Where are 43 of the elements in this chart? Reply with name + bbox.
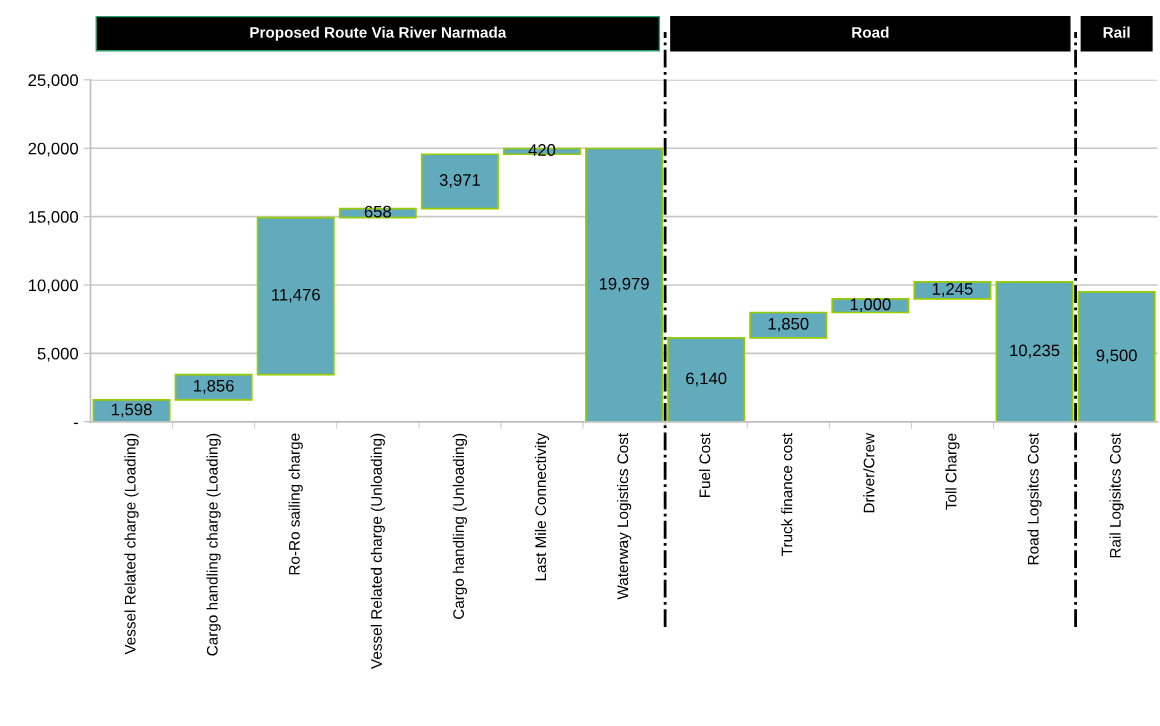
x-tick-label: Toll Charge (945, 433, 960, 510)
data-label: 1,850 (768, 317, 809, 332)
bar (256, 216, 335, 376)
x-tick-label: Cargo handling (Unloading) (452, 433, 468, 619)
data-label: 19,979 (599, 277, 649, 292)
text: Road (852, 26, 889, 38)
bar (913, 280, 992, 300)
bar (749, 311, 828, 339)
data-label: 9,500 (1096, 349, 1137, 364)
x-tick-label: Vessel Related charge (Unloading) (370, 433, 385, 669)
text: Rail (1103, 26, 1130, 38)
data-label: 11,476 (272, 288, 320, 303)
bar (1077, 291, 1156, 422)
y-tick-label: 10,000 (28, 279, 79, 294)
data-label: 1,245 (932, 283, 973, 297)
x-tick-label: Fuel Cost (699, 433, 711, 498)
data-label: 3,971 (439, 174, 480, 188)
x-tick-label: Last Mile Connectivity (534, 432, 550, 581)
x-tick-label: Cargo handling charge (Loading) (206, 433, 221, 656)
data-label: 658 (364, 205, 391, 218)
text: Proposed Route Via River Narmada (250, 26, 507, 41)
y-tick-label: - (73, 422, 78, 425)
data-label: 1,000 (850, 298, 891, 313)
bar (174, 373, 253, 401)
y-tick-label: 15,000 (28, 211, 79, 225)
bar (585, 147, 664, 422)
bar (420, 153, 499, 210)
x-tick-label: Waterway Logistics Cost (616, 433, 632, 600)
y-tick-label: 20,000 (28, 142, 79, 157)
x-tick-label: Vessel Related charge (Loading) (124, 433, 139, 655)
x-tick-label: Truck finance cost (781, 433, 793, 556)
y-tick-label: 5,000 (37, 347, 79, 362)
data-label: 1,598 (111, 403, 152, 418)
x-tick-label: Ro-Ro sailing charge (288, 433, 303, 575)
data-label: 10,235 (1010, 344, 1060, 359)
x-tick-label: Rail Logisitcs Cost (1109, 433, 1124, 558)
x-tick-label: Driver/Crew (863, 432, 875, 513)
bar (667, 336, 746, 422)
data-label: 1,856 (194, 379, 234, 394)
y-tick-label: 25,000 (28, 74, 79, 89)
bar (995, 280, 1074, 422)
data-label: 6,140 (686, 372, 727, 387)
x-tick-label: Road Logsitcs Cost (1027, 433, 1042, 565)
